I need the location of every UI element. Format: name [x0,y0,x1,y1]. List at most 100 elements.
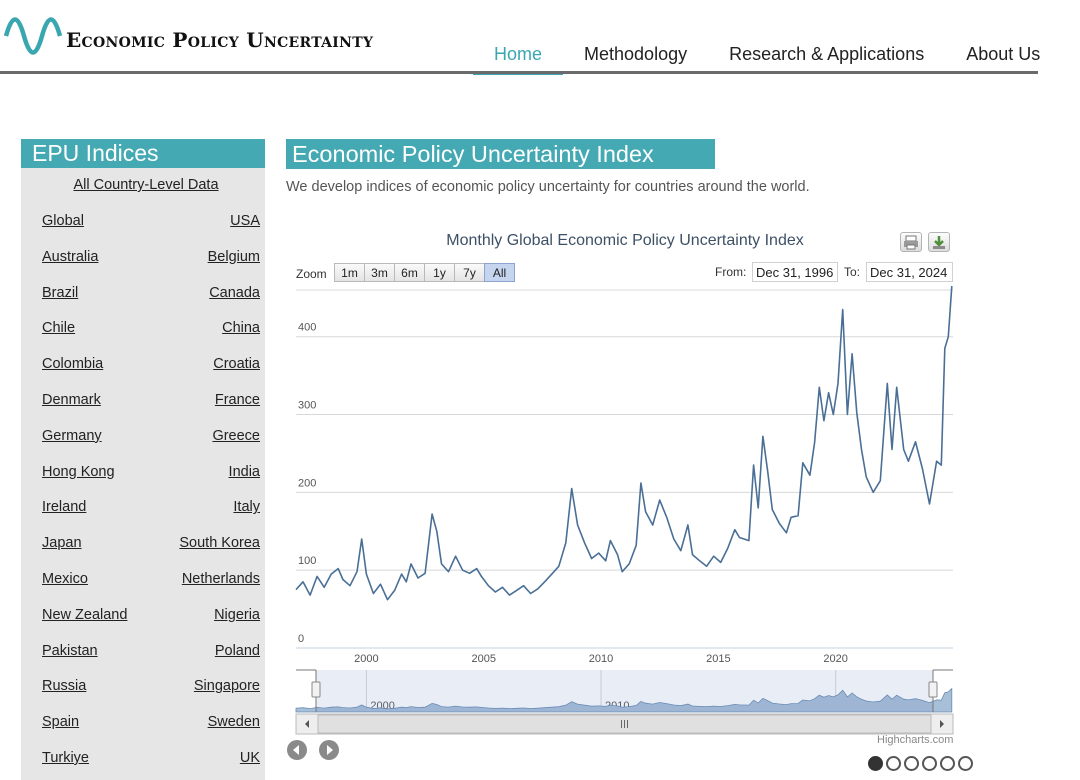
country-link-italy[interactable]: Italy [233,499,260,516]
slide-indicator [868,756,976,771]
slide-dot[interactable] [904,756,919,771]
country-link-india[interactable]: India [228,463,260,480]
country-row: Pakistan Poland [42,643,260,663]
slide-dot[interactable] [940,756,955,771]
x-tick-label: 2020 [823,653,847,665]
navigator-handle [311,681,321,698]
country-link-australia[interactable]: Australia [42,248,99,265]
x-tick-label: 2005 [471,653,495,665]
country-link-hong-kong[interactable]: Hong Kong [42,463,115,480]
country-link-spain[interactable]: Spain [42,714,80,731]
country-link-sweden[interactable]: Sweden [207,714,260,731]
site-logo[interactable]: Economic Policy Uncertainty [4,6,374,66]
country-row: Denmark France [42,392,260,412]
slide-dot[interactable] [922,756,937,771]
country-row: Germany Greece [42,428,260,448]
country-row: Spain Sweden [42,714,260,734]
navigator-handle [928,681,938,698]
country-link-denmark[interactable]: Denmark [42,392,101,408]
download-chart-button[interactable] [928,232,950,252]
y-tick-label: 400 [298,322,316,334]
nav-item-methodology[interactable]: Methodology [584,44,688,64]
zoom-1m-button[interactable]: 1m [334,263,365,282]
zoom-label: Zoom [296,267,327,281]
logo-wave-icon [4,17,63,55]
zoom-3m-button[interactable]: 3m [364,263,395,282]
y-tick-label: 200 [298,477,316,489]
country-row: Russia Singapore [42,678,260,698]
country-link-germany[interactable]: Germany [42,427,102,444]
zoom-6m-button[interactable]: 6m [394,263,425,282]
country-link-new-zealand[interactable]: New Zealand [42,606,128,623]
navigator-series [295,687,953,713]
to-date-input[interactable]: Dec 31, 2024 [866,262,953,282]
page-description: We develop indices of economic policy un… [286,179,810,195]
country-link-chile[interactable]: Chile [42,320,76,337]
from-label: From: [715,265,747,279]
country-link-colombia[interactable]: Colombia [42,356,104,373]
country-link-brazil[interactable]: Brazil [42,284,79,301]
country-row: Japan South Korea [42,535,260,555]
country-link-belgium[interactable]: Belgium [207,248,260,265]
nav-item-home[interactable]: Home [473,36,564,75]
country-link-south-korea[interactable]: South Korea [179,535,260,552]
from-date-input[interactable]: Dec 31, 1996 [752,262,838,282]
x-tick-label: 2010 [589,653,613,665]
series-line [295,286,953,601]
zoom-7y-button[interactable]: 7y [454,263,485,282]
country-link-france[interactable]: France [214,392,260,408]
country-link-poland[interactable]: Poland [214,642,260,659]
country-row: Hong Kong India [42,464,260,484]
country-link-greece[interactable]: Greece [212,427,260,444]
country-link-uk[interactable]: UK [239,750,260,766]
x-tick-label: 2015 [706,653,730,665]
country-link-japan[interactable]: Japan [42,535,82,552]
print-chart-button[interactable] [900,232,922,252]
country-link-global[interactable]: Global [42,213,84,229]
country-row: Mexico Netherlands [42,571,260,591]
prev-slide-button[interactable] [287,740,307,760]
y-tick-label: 100 [298,555,316,567]
country-link-singapore[interactable]: Singapore [193,678,260,695]
y-tick-label: 0 [298,633,304,645]
main-nav: Home Methodology Research & Applications Ab… [473,36,1061,75]
download-icon [933,236,945,249]
x-tick-label: 2000 [354,653,378,665]
slide-dot[interactable] [886,756,901,771]
arrow-right-icon [327,745,333,755]
country-link-canada[interactable]: Canada [209,284,260,301]
country-row: New Zealand Nigeria [42,607,260,627]
sidebar-title: EPU Indices [21,139,265,168]
country-link-china[interactable]: China [222,320,260,337]
page-title: Economic Policy Uncertainty Index [286,139,715,169]
highcharts-credits[interactable]: Highcharts.com [877,734,954,746]
zoom-all-button[interactable]: All [484,263,515,282]
all-country-data-link[interactable]: All Country-Level Data [73,177,219,193]
country-link-netherlands[interactable]: Netherlands [181,571,260,587]
y-tick-label: 300 [298,400,316,412]
navigator-selection [316,670,933,712]
slide-dot[interactable] [868,756,883,771]
country-link-nigeria[interactable]: Nigeria [214,606,260,623]
scroll-right-arrow-icon [940,720,944,728]
country-link-ireland[interactable]: Ireland [42,499,87,516]
country-row: Brazil Canada [42,285,260,305]
country-link-croatia[interactable]: Croatia [213,356,260,373]
next-slide-button[interactable] [319,740,339,760]
arrow-left-icon [293,745,299,755]
country-row: Global USA [42,213,260,233]
scroll-left-arrow-icon [305,720,309,728]
epu-chart: 0100200300400200020052010201520202000201… [295,286,954,735]
country-link-mexico[interactable]: Mexico [42,571,88,587]
header-divider [0,71,1038,74]
slide-dot[interactable] [958,756,973,771]
site-logo-text: Economic Policy Uncertainty [66,28,374,52]
country-link-pakistan[interactable]: Pakistan [42,642,98,659]
nav-item-about-us[interactable]: About Us [966,44,1041,64]
country-link-usa[interactable]: USA [230,213,260,229]
country-row: Turkiye UK [42,750,260,770]
country-link-turkiye[interactable]: Turkiye [42,750,89,766]
country-link-russia[interactable]: Russia [42,678,87,695]
country-row: Chile China [42,320,260,340]
nav-item-research-applications[interactable]: Research & Applications [729,44,925,64]
